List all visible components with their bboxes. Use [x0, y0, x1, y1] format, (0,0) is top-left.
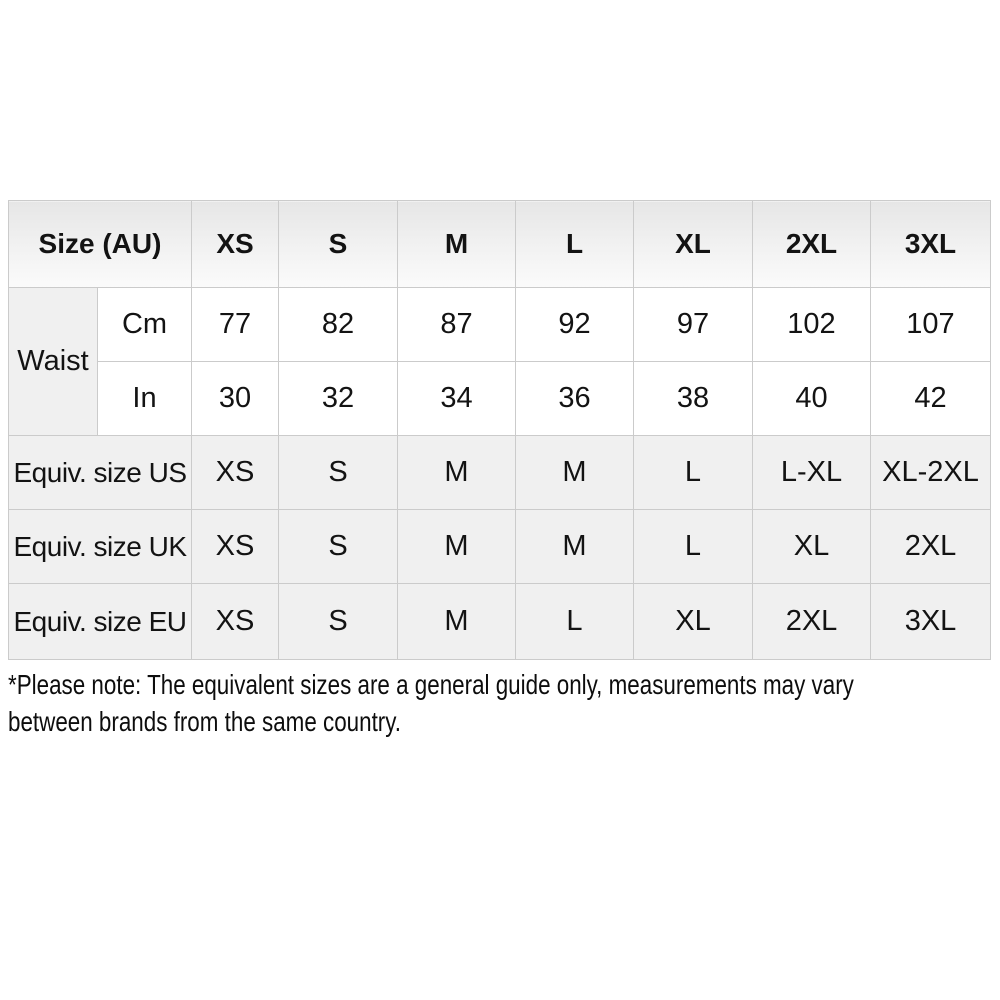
- waist-row-label: Waist: [8, 287, 98, 436]
- table-cell: XL-2XL: [870, 435, 991, 510]
- table-cell: XS: [191, 509, 279, 584]
- table-cell: 38: [633, 361, 753, 436]
- table-cell: M: [397, 583, 516, 660]
- table-cell: XS: [191, 435, 279, 510]
- table-cell: 92: [515, 287, 634, 362]
- table-cell: 32: [278, 361, 398, 436]
- table-cell: S: [278, 583, 398, 660]
- table-cell: L: [633, 435, 753, 510]
- table-cell: 97: [633, 287, 753, 362]
- header-cell-xs: XS: [191, 200, 279, 288]
- table-cell: 77: [191, 287, 279, 362]
- footnote: *Please note: The equivalent sizes are a…: [8, 666, 854, 740]
- table-cell: 36: [515, 361, 634, 436]
- equiv-eu-label: Equiv. size EU: [8, 583, 192, 660]
- header-cell-size-au: Size (AU): [8, 200, 192, 288]
- table-cell: S: [278, 509, 398, 584]
- header-row: Size (AU) XS S M L XL 2XL 3XL: [8, 200, 991, 288]
- header-cell-xl: XL: [633, 200, 753, 288]
- table-cell: 82: [278, 287, 398, 362]
- table-cell: XL: [752, 509, 871, 584]
- unit-label-in: In: [97, 361, 192, 436]
- waist-cm-row: Waist Cm 77 82 87 92 97 102 107: [8, 287, 991, 436]
- equiv-uk-label: Equiv. size UK: [8, 509, 192, 584]
- header-cell-2xl: 2XL: [752, 200, 871, 288]
- waist-in-row: In 30 32 34 36 38 40 42: [9, 361, 991, 436]
- table-cell: 40: [752, 361, 871, 436]
- header-cell-m: M: [397, 200, 516, 288]
- table-cell: 107: [870, 287, 991, 362]
- header-cell-s: S: [278, 200, 398, 288]
- equiv-us-row: Equiv. size US XS S M M L L-XL XL-2XL: [8, 435, 991, 510]
- table-cell: 30: [191, 361, 279, 436]
- table-cell: S: [278, 435, 398, 510]
- table-cell: 3XL: [870, 583, 991, 660]
- header-cell-l: L: [515, 200, 634, 288]
- footnote-line-2: between brands from the same country.: [8, 706, 402, 737]
- table-cell: XS: [191, 583, 279, 660]
- table-cell: M: [397, 509, 516, 584]
- table-cell: M: [397, 435, 516, 510]
- table-cell: 34: [397, 361, 516, 436]
- table-cell: 2XL: [870, 509, 991, 584]
- table-cell: L: [515, 583, 634, 660]
- table-cell: 2XL: [752, 583, 871, 660]
- table-cell: 102: [752, 287, 871, 362]
- table-cell: M: [515, 509, 634, 584]
- equiv-us-label: Equiv. size US: [8, 435, 192, 510]
- table-cell: L: [633, 509, 753, 584]
- size-chart-table: Size (AU) XS S M L XL 2XL 3XL Waist Cm 7…: [8, 200, 991, 660]
- equiv-uk-row: Equiv. size UK XS S M M L XL 2XL: [8, 509, 991, 584]
- header-cell-3xl: 3XL: [870, 200, 991, 288]
- unit-label-cm: Cm: [97, 287, 192, 362]
- table-cell: 87: [397, 287, 516, 362]
- equiv-eu-row: Equiv. size EU XS S M L XL 2XL 3XL: [8, 583, 991, 660]
- table-cell: XL: [633, 583, 753, 660]
- footnote-line-1: *Please note: The equivalent sizes are a…: [8, 669, 854, 700]
- table-cell: 42: [870, 361, 991, 436]
- table-cell: M: [515, 435, 634, 510]
- table-cell: L-XL: [752, 435, 871, 510]
